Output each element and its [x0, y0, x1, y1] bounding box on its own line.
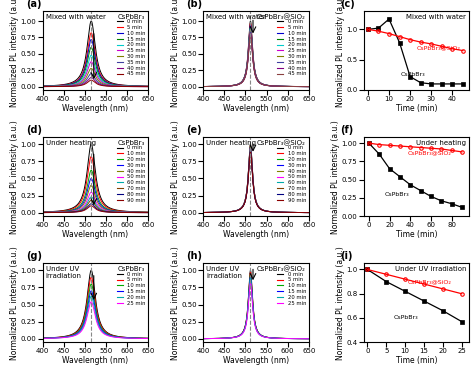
Text: Mixed with water: Mixed with water: [206, 13, 266, 19]
Text: Under heating: Under heating: [416, 140, 466, 146]
Y-axis label: Normalized PL intensity (a.u.): Normalized PL intensity (a.u.): [10, 246, 19, 360]
Text: Under UV irradiation: Under UV irradiation: [394, 266, 466, 272]
Legend: 0 min, 5 min, 10 min, 15 min, 20 min, 25 min: 0 min, 5 min, 10 min, 15 min, 20 min, 25…: [277, 272, 306, 305]
Text: Under UV
irradiation: Under UV irradiation: [206, 266, 242, 279]
Text: (f): (f): [340, 125, 354, 135]
X-axis label: Time (min): Time (min): [396, 104, 437, 113]
Text: CsPbBr₃@SiO₂: CsPbBr₃@SiO₂: [417, 45, 460, 50]
Text: (c): (c): [340, 0, 355, 9]
Y-axis label: Normalized PL intensity (a.u.): Normalized PL intensity (a.u.): [171, 120, 180, 234]
Text: (i): (i): [340, 251, 353, 261]
Text: (d): (d): [26, 125, 42, 135]
Y-axis label: Normalized PL intensity (a.u.): Normalized PL intensity (a.u.): [336, 0, 345, 108]
Text: Under heating: Under heating: [206, 140, 256, 146]
X-axis label: Wavelength (nm): Wavelength (nm): [63, 230, 128, 239]
X-axis label: Wavelength (nm): Wavelength (nm): [63, 104, 128, 113]
Text: (a): (a): [26, 0, 41, 9]
Text: CsPbBr₃: CsPbBr₃: [118, 266, 145, 272]
Text: CsPbBr₃: CsPbBr₃: [118, 13, 145, 19]
Y-axis label: Normalized PL intensity (a.u.): Normalized PL intensity (a.u.): [171, 0, 180, 108]
Text: CsPbBr₃: CsPbBr₃: [393, 315, 418, 320]
Legend: 0 min, 10 min, 20 min, 30 min, 40 min, 50 min, 60 min, 70 min, 80 min, 90 min: 0 min, 10 min, 20 min, 30 min, 40 min, 5…: [277, 145, 306, 203]
Text: (b): (b): [186, 0, 202, 9]
Y-axis label: Normalized PL intensity (a.u.): Normalized PL intensity (a.u.): [10, 0, 19, 108]
Text: CsPbBr₃: CsPbBr₃: [385, 192, 410, 198]
Text: Under UV
irradiation: Under UV irradiation: [46, 266, 82, 279]
X-axis label: Time (min): Time (min): [396, 356, 437, 365]
Legend: 0 min, 5 min, 10 min, 15 min, 20 min, 25 min, 30 min, 35 min, 40 min, 45 min: 0 min, 5 min, 10 min, 15 min, 20 min, 25…: [277, 19, 306, 76]
Text: CsPbBr₃@SiO₂: CsPbBr₃@SiO₂: [257, 140, 306, 146]
X-axis label: Wavelength (nm): Wavelength (nm): [223, 356, 289, 365]
Text: CsPbBr₃@SiO₂: CsPbBr₃@SiO₂: [257, 266, 306, 272]
Legend: 0 min, 5 min, 10 min, 15 min, 20 min, 25 min: 0 min, 5 min, 10 min, 15 min, 20 min, 25…: [117, 272, 146, 305]
Text: Under heating: Under heating: [46, 140, 96, 146]
Text: (g): (g): [26, 251, 42, 261]
Text: CsPbBr₃@SiO₂: CsPbBr₃@SiO₂: [408, 151, 452, 155]
Y-axis label: Normalized PL intensity (a.u.): Normalized PL intensity (a.u.): [336, 246, 345, 360]
Text: CsPbBr₃@SiO₂: CsPbBr₃@SiO₂: [257, 13, 306, 20]
Legend: 0 min, 5 min, 10 min, 15 min, 20 min, 25 min, 30 min, 35 min, 40 min, 45 min: 0 min, 5 min, 10 min, 15 min, 20 min, 25…: [117, 19, 146, 76]
Text: (e): (e): [186, 125, 202, 135]
Y-axis label: Normalized PL intensity (a.u.): Normalized PL intensity (a.u.): [171, 246, 180, 360]
Y-axis label: Normalized PL intensity (a.u.): Normalized PL intensity (a.u.): [331, 120, 340, 234]
Legend: 0 min, 10 min, 20 min, 30 min, 40 min, 50 min, 60 min, 70 min, 80 min, 90 min: 0 min, 10 min, 20 min, 30 min, 40 min, 5…: [117, 145, 146, 203]
X-axis label: Wavelength (nm): Wavelength (nm): [63, 356, 128, 365]
Text: CsPbBr₃: CsPbBr₃: [401, 72, 425, 77]
Text: CsPbBr₃@SiO₂: CsPbBr₃@SiO₂: [408, 279, 452, 284]
Text: CsPbBr₃: CsPbBr₃: [118, 140, 145, 146]
Text: Mixed with water: Mixed with water: [406, 13, 466, 19]
X-axis label: Wavelength (nm): Wavelength (nm): [223, 230, 289, 239]
X-axis label: Wavelength (nm): Wavelength (nm): [223, 104, 289, 113]
X-axis label: Time (min): Time (min): [396, 230, 437, 239]
Text: Mixed with water: Mixed with water: [46, 13, 106, 19]
Text: (h): (h): [186, 251, 202, 261]
Y-axis label: Normalized PL intensity (a.u.): Normalized PL intensity (a.u.): [10, 120, 19, 234]
